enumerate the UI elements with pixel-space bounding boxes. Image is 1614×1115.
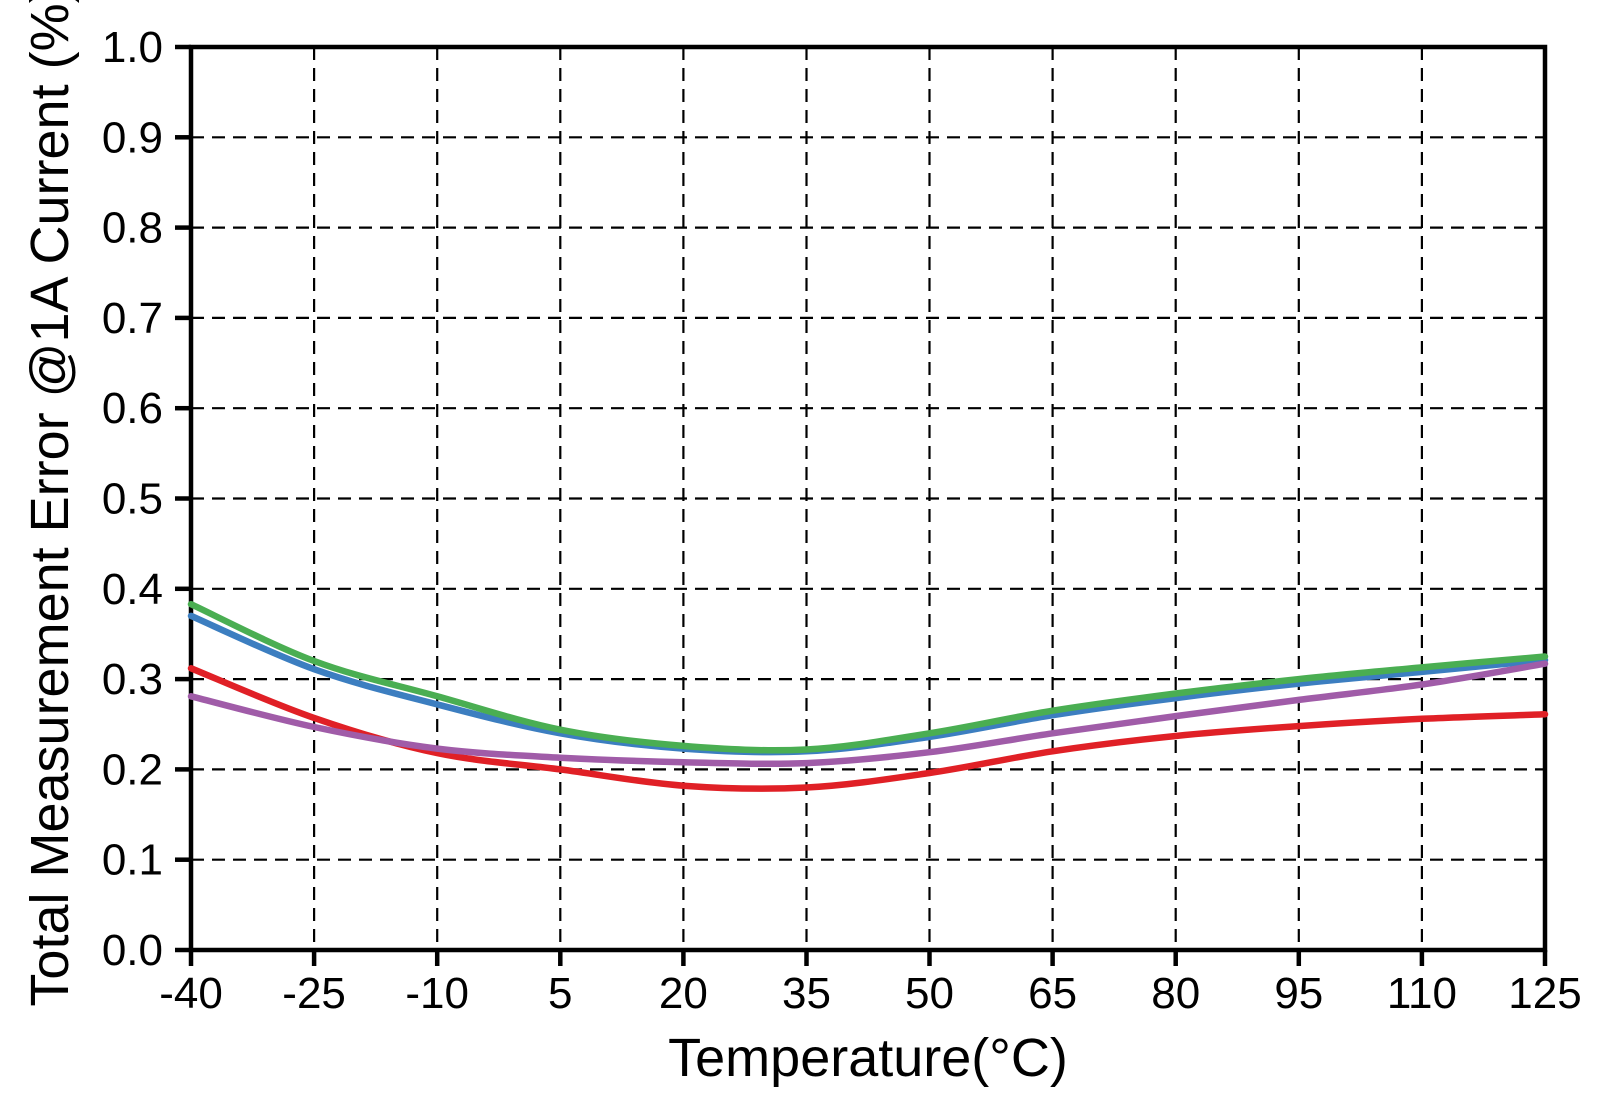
series-line-red-curve bbox=[187, 665, 1549, 792]
x-tick-label: 35 bbox=[782, 969, 831, 1018]
x-tick-label: -40 bbox=[159, 969, 223, 1018]
x-tick-label: 110 bbox=[1387, 969, 1457, 1018]
x-tick-label: 5 bbox=[548, 969, 572, 1018]
x-tick-label: 50 bbox=[905, 969, 954, 1018]
x-tick-label: 65 bbox=[1028, 969, 1077, 1018]
y-tick-label: 0.4 bbox=[102, 565, 163, 614]
y-tick-label: 0.8 bbox=[102, 204, 163, 253]
x-axis-title: Temperature(°C) bbox=[668, 1028, 1068, 1088]
y-tick-label: 0.0 bbox=[102, 926, 163, 975]
x-tick-label: 20 bbox=[659, 969, 708, 1018]
series-line-green-curve bbox=[187, 600, 1549, 754]
y-axis-title: Total Measurement Error @1A Current (%) bbox=[20, 0, 80, 1007]
series-line-purple-curve bbox=[187, 660, 1549, 768]
y-tick-label: 0.6 bbox=[102, 384, 163, 433]
x-tick-label: -10 bbox=[405, 969, 469, 1018]
y-tick-label: 1.0 bbox=[102, 23, 163, 72]
y-tick-label: 0.1 bbox=[102, 836, 163, 885]
y-tick-label: 0.7 bbox=[102, 294, 163, 343]
x-tick-label: -25 bbox=[282, 969, 346, 1018]
x-tick-label: 95 bbox=[1274, 969, 1323, 1018]
y-tick-label: 0.2 bbox=[102, 745, 163, 794]
y-tick-label: 0.9 bbox=[102, 113, 163, 162]
x-tick-label: 125 bbox=[1508, 969, 1581, 1018]
y-tick-label: 0.3 bbox=[102, 655, 163, 704]
x-tick-label: 80 bbox=[1151, 969, 1200, 1018]
y-tick-label: 0.5 bbox=[102, 475, 163, 524]
plot-frame bbox=[188, 44, 1548, 953]
